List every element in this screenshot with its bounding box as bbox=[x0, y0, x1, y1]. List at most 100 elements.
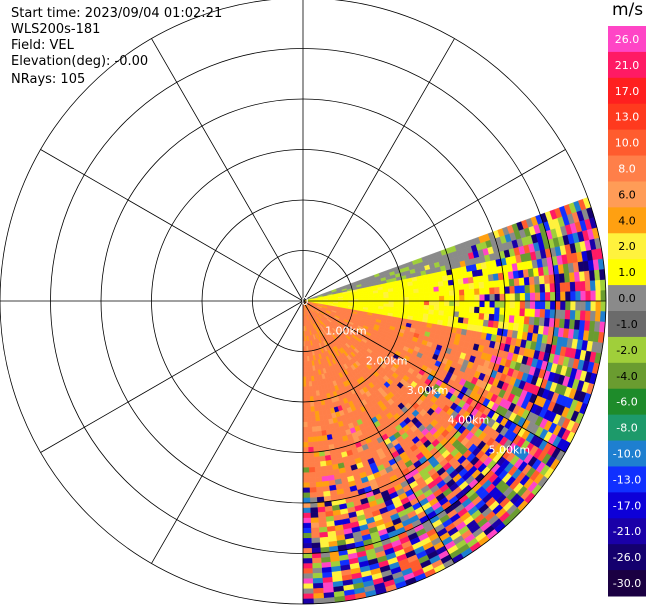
velocity-gate bbox=[423, 305, 430, 311]
velocity-gate bbox=[310, 522, 320, 529]
velocity-gate bbox=[438, 305, 445, 312]
velocity-gate bbox=[317, 440, 324, 447]
velocity-gate bbox=[317, 516, 327, 523]
velocity-gate bbox=[508, 278, 515, 287]
velocity-gate bbox=[313, 405, 319, 412]
velocity-gate bbox=[309, 497, 318, 504]
velocity-gate bbox=[310, 517, 319, 524]
velocity-gate bbox=[302, 416, 308, 423]
velocity-gate bbox=[574, 281, 581, 292]
velocity-gate bbox=[524, 308, 531, 318]
colorbar: 26.0 21.0 17.0 13.0 10.0 8.0 6.0 4.0 2.0 1.0 0.0 -1… bbox=[608, 26, 646, 597]
velocity-gate bbox=[317, 506, 326, 513]
colorbar-swatch bbox=[608, 233, 646, 260]
velocity-gate bbox=[403, 297, 410, 302]
velocity-gate bbox=[388, 294, 395, 299]
velocity-gate bbox=[418, 292, 425, 298]
colorbar-tick-label: -26.0 bbox=[613, 551, 641, 564]
velocity-gate bbox=[302, 396, 307, 403]
velocity-gate bbox=[433, 286, 440, 293]
velocity-gate bbox=[467, 318, 474, 326]
velocity-gate bbox=[438, 310, 445, 317]
velocity-gate bbox=[317, 511, 326, 518]
velocity-gate bbox=[309, 492, 317, 499]
velocity-gate bbox=[383, 291, 389, 296]
velocity-gate bbox=[418, 288, 425, 294]
velocity-gate bbox=[524, 292, 531, 302]
velocity-gate bbox=[549, 283, 556, 293]
velocity-gate bbox=[403, 289, 410, 295]
velocity-gate bbox=[442, 275, 449, 282]
velocity-gate bbox=[388, 291, 394, 296]
colorbar-tick-label: 21.0 bbox=[615, 59, 640, 72]
velocity-gate bbox=[493, 314, 500, 322]
velocity-gate bbox=[545, 300, 551, 310]
velocity-gate bbox=[564, 282, 571, 293]
velocity-gate bbox=[540, 292, 546, 302]
velocity-gate bbox=[463, 312, 470, 319]
colorbar-tick-label: -8.0 bbox=[616, 422, 637, 435]
velocity-gate bbox=[499, 286, 506, 295]
velocity-gate bbox=[305, 386, 310, 393]
velocity-gate bbox=[433, 309, 440, 316]
velocity-gate bbox=[458, 311, 465, 319]
velocity-gate bbox=[529, 292, 536, 302]
velocity-gate bbox=[555, 300, 561, 311]
velocity-gate bbox=[544, 309, 551, 319]
velocity-gate bbox=[302, 386, 307, 393]
velocity-gate bbox=[418, 304, 425, 310]
velocity-gate bbox=[484, 300, 491, 308]
velocity-gate bbox=[550, 291, 556, 302]
velocity-gate bbox=[388, 303, 395, 308]
velocity-gate bbox=[321, 430, 327, 437]
velocity-gate bbox=[432, 281, 439, 288]
start-time-text: Start time: 2023/09/04 01:02:21 bbox=[11, 6, 223, 21]
colorbar-swatch bbox=[608, 388, 646, 416]
velocity-gate bbox=[312, 567, 323, 574]
colorbar-swatch bbox=[608, 155, 646, 182]
velocity-gate bbox=[302, 432, 308, 438]
velocity-gate bbox=[308, 472, 316, 478]
velocity-gate bbox=[302, 598, 314, 605]
velocity-gate bbox=[302, 502, 311, 509]
velocity-gate bbox=[453, 284, 460, 291]
velocity-gate bbox=[533, 316, 540, 327]
colorbar-swatch bbox=[608, 129, 646, 157]
velocity-gate bbox=[383, 294, 390, 299]
azimuth-line-120 bbox=[302, 300, 566, 453]
velocity-gate bbox=[538, 317, 546, 327]
velocity-gate bbox=[549, 309, 556, 319]
velocity-gate bbox=[448, 311, 455, 318]
velocity-gate bbox=[565, 300, 571, 311]
velocity-gate bbox=[600, 300, 607, 312]
velocity-gate bbox=[488, 280, 495, 289]
colorbar-tick-label: 4.0 bbox=[618, 214, 636, 227]
velocity-gate bbox=[473, 282, 480, 290]
velocity-gate bbox=[302, 558, 313, 564]
velocity-gate bbox=[499, 307, 506, 316]
range-ring-label: 2.00km bbox=[366, 354, 408, 367]
velocity-gate bbox=[439, 295, 445, 302]
velocity-gate bbox=[311, 537, 321, 544]
velocity-gate bbox=[310, 532, 320, 539]
velocity-gate bbox=[504, 300, 511, 309]
velocity-gate bbox=[302, 507, 311, 514]
velocity-gate bbox=[302, 532, 312, 539]
velocity-gate bbox=[448, 284, 455, 291]
colorbar-swatch bbox=[608, 181, 646, 208]
velocity-gate bbox=[534, 284, 541, 294]
velocity-gate bbox=[442, 315, 449, 322]
velocity-gate bbox=[449, 295, 455, 302]
velocity-gate bbox=[403, 304, 410, 309]
velocity-gate bbox=[523, 277, 530, 286]
velocity-gate bbox=[504, 293, 511, 302]
azimuth-line-240 bbox=[40, 300, 304, 453]
velocity-gate bbox=[559, 282, 566, 293]
velocity-gate bbox=[504, 286, 511, 295]
velocity-gate bbox=[302, 442, 309, 448]
velocity-gate bbox=[316, 430, 323, 437]
colorbar-tick-label: -17.0 bbox=[613, 499, 641, 512]
velocity-gate bbox=[302, 482, 310, 489]
velocity-gate bbox=[313, 592, 324, 599]
